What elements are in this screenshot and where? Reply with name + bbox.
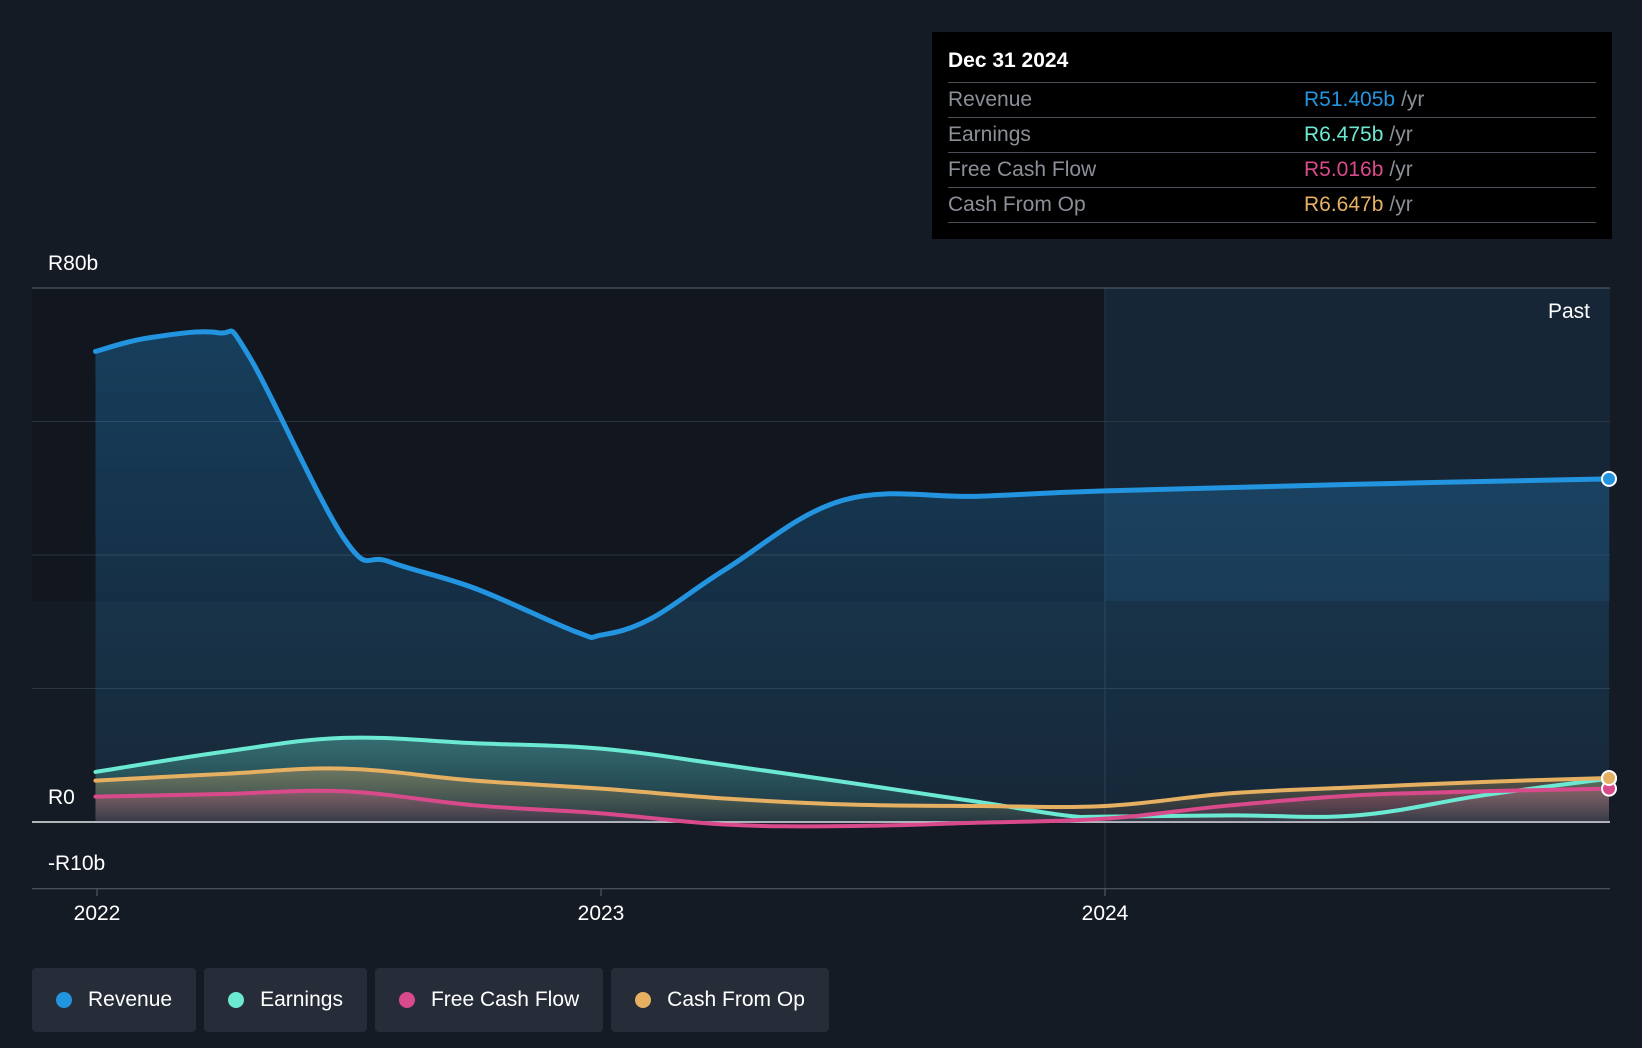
tooltip-value: R6.647b xyxy=(1304,193,1384,216)
earnings-line xyxy=(93,735,1611,819)
legend-label: Revenue xyxy=(88,988,173,1011)
legend-item-earnings[interactable]: Earnings xyxy=(204,968,367,1032)
x-tick-label-2022: 2022 xyxy=(73,902,121,925)
tooltip-unit: /yr xyxy=(1401,88,1425,111)
legend-label: Free Cash Flow xyxy=(430,988,580,1011)
legend-item-cash-from-op[interactable]: Cash From Op xyxy=(611,968,829,1032)
legend-item-revenue[interactable]: Revenue xyxy=(32,968,197,1032)
legend-label: Cash From Op xyxy=(667,988,805,1011)
legend-item-free-cash-flow[interactable]: Free Cash Flow xyxy=(374,968,604,1032)
x-tick-label-2024: 2024 xyxy=(1081,902,1129,925)
tooltip-unit: /yr xyxy=(1389,123,1413,146)
legend-dot-icon xyxy=(56,992,72,1008)
cash-from-op-end-point xyxy=(1601,769,1617,786)
tooltip-label: Cash From Op xyxy=(948,193,1086,216)
tooltip-row-free-cash-flow: Free Cash Flow R5.016b /yr xyxy=(948,153,1596,188)
legend-dot-icon xyxy=(398,992,415,1008)
revenue-area xyxy=(95,330,1609,822)
y-tick-label-0: R0 xyxy=(48,786,75,809)
past-region-label: Past xyxy=(1548,300,1591,323)
y-tick-label-minus-10: -R10b xyxy=(48,852,106,875)
x-tick-label-2023: 2023 xyxy=(577,902,625,925)
tooltip-value: R5.016b xyxy=(1304,158,1384,181)
tooltip-row-cash-from-op: Cash From Op R6.647b /yr xyxy=(948,188,1596,223)
revenue-line xyxy=(92,328,1612,640)
tooltip-row-earnings: Earnings R6.475b /yr xyxy=(948,118,1596,153)
chart-tooltip: Dec 31 2024 Revenue R51.405b /yr Earning… xyxy=(932,32,1612,239)
tooltip-value: R51.405b xyxy=(1304,88,1396,111)
tooltip-unit: /yr xyxy=(1389,158,1413,181)
tooltip-unit: /yr xyxy=(1389,193,1413,216)
tooltip-value: R6.475b xyxy=(1304,123,1384,146)
y-tick-label-80: R80b xyxy=(48,252,99,275)
cash-from-op-line xyxy=(93,766,1611,810)
legend-label: Earnings xyxy=(260,988,343,1011)
tooltip-label: Revenue xyxy=(948,88,1033,111)
legend-dot-icon xyxy=(635,992,652,1008)
tooltip-row-revenue: Revenue R51.405b /yr xyxy=(948,83,1596,118)
free-cash-flow-line xyxy=(93,786,1611,829)
legend-dot-icon xyxy=(228,992,245,1008)
chart-legend: Revenue Earnings Free Cash Flow Cash Fro… xyxy=(32,968,829,1032)
tooltip-label: Free Cash Flow xyxy=(948,158,1097,181)
tooltip-date: Dec 31 2024 xyxy=(948,46,1596,83)
tooltip-label: Earnings xyxy=(948,123,1031,146)
revenue-end-point xyxy=(1601,470,1617,487)
